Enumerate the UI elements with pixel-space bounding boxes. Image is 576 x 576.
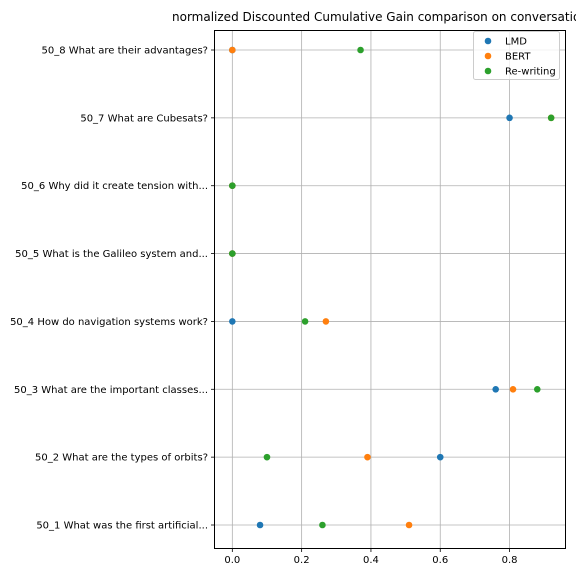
data-point-re-writing: [229, 182, 236, 190]
legend-frame: [473, 31, 560, 80]
data-point-re-writing: [263, 453, 271, 461]
x-tick-label: 0.2: [294, 555, 310, 566]
y-axis-ticks: 50_1 What was the first artificial... 50_…: [10, 46, 215, 532]
data-point-re-writing: [547, 114, 555, 122]
y-tick-label: 50_4 How do navigation systems work?: [10, 317, 208, 328]
legend-label: LMD: [505, 37, 527, 48]
x-tick-label: 0.4: [363, 555, 379, 566]
grid-lines: [215, 31, 565, 548]
data-points: [229, 46, 555, 529]
y-tick-label: 50_1 What was the first artificial...: [36, 521, 208, 532]
data-point-re-writing: [229, 250, 236, 257]
data-point-lmd: [492, 385, 499, 393]
x-tick-label: 0.0: [224, 555, 240, 566]
data-point-lmd: [506, 114, 513, 122]
plot-frame: [214, 30, 566, 549]
y-tick-label: 50_3 What are the important classes...: [14, 385, 208, 396]
y-tick-label: 50_8 What are their advantages?: [42, 46, 208, 57]
x-axis-ticks: 0.0 0.2 0.4 0.6 0.8: [224, 548, 518, 566]
data-point-lmd: [436, 453, 444, 461]
legend: LMD BERT Re-writing: [473, 31, 560, 80]
legend-marker: [484, 52, 492, 60]
y-tick-label: 50_2 What are the types of orbits?: [35, 453, 208, 464]
legend-label: Re-writing: [505, 67, 556, 78]
data-point-re-writing: [533, 385, 541, 393]
legend-marker: [484, 37, 492, 45]
legend-marker: [484, 67, 492, 75]
x-tick-label: 0.6: [432, 555, 448, 566]
data-point-re-writing: [319, 521, 326, 529]
data-point-re-writing: [301, 318, 309, 325]
data-point-bert: [364, 453, 371, 461]
data-point-lmd: [256, 521, 264, 529]
x-tick-label: 0.8: [502, 555, 518, 566]
chart-title: normalized Discounted Cumulative Gain co…: [172, 10, 576, 24]
legend-label: BERT: [505, 52, 531, 63]
data-point-bert: [405, 521, 413, 529]
y-tick-label: 50_6 Why did it create tension with...: [21, 181, 208, 192]
data-point-lmd: [229, 318, 236, 325]
y-tick-label: 50_5 What is the Galileo system and...: [15, 249, 208, 260]
data-point-bert: [229, 46, 236, 54]
data-point-bert: [322, 318, 330, 325]
y-tick-label: 50_7 What are Cubesats?: [80, 113, 208, 124]
data-point-re-writing: [357, 46, 364, 54]
data-point-bert: [509, 385, 517, 393]
